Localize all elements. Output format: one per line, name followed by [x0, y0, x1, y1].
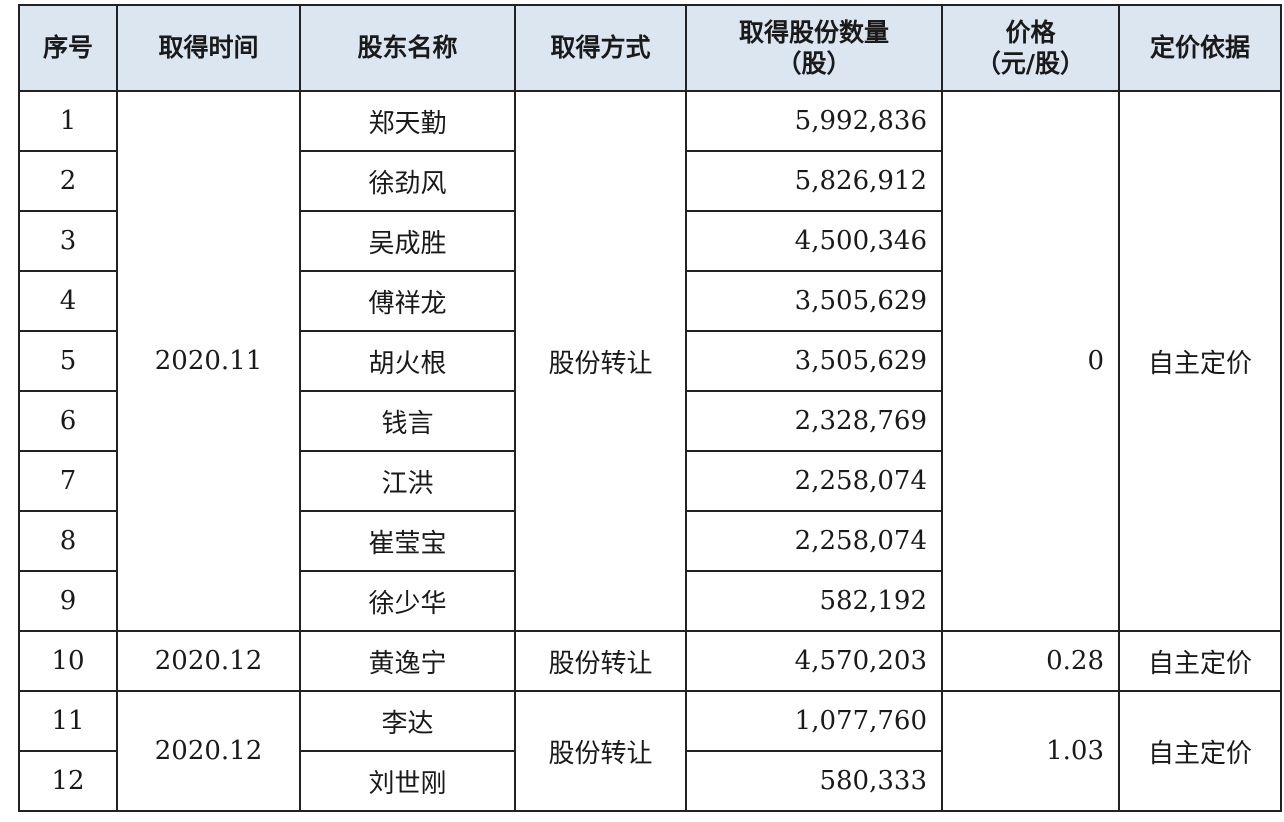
table-header-row: 序号 取得时间 股东名称 取得方式 取得股份数量 （股） 价格 （元/股） 定价… — [18, 4, 1282, 92]
header-shares-line1: 取得股份数量 — [738, 17, 889, 47]
table-row: 5 胡火根 3,505,629 — [18, 330, 1281, 392]
table-row: 12 刘世刚 580,333 — [18, 750, 1281, 812]
cell-shares: 4,570,203 — [685, 630, 943, 692]
cell-seq: 12 — [18, 750, 118, 812]
cell-price: 1.03 — [941, 690, 1120, 812]
table-row: 9 徐少华 582,192 — [18, 570, 1281, 632]
header-price-line2: （元/股） — [975, 49, 1086, 78]
cell-time: 2020.12 — [116, 630, 301, 692]
table-row: 4 傅祥龙 3,505,629 — [18, 270, 1281, 332]
cell-name: 黄逸宁 — [299, 630, 516, 692]
cell-name: 徐少华 — [299, 570, 516, 632]
cell-name: 徐劲风 — [299, 150, 516, 212]
header-price-line1: 价格 — [1005, 17, 1056, 47]
cell-name: 钱言 — [299, 390, 516, 452]
cell-shares: 582,192 — [685, 570, 943, 632]
cell-seq: 1 — [18, 90, 118, 152]
cell-seq: 8 — [18, 510, 118, 572]
cell-shares: 2,258,074 — [685, 450, 943, 512]
cell-price: 0.28 — [941, 630, 1120, 692]
header-basis: 定价依据 — [1118, 4, 1282, 92]
cell-name: 胡火根 — [299, 330, 516, 392]
cell-seq: 5 — [18, 330, 118, 392]
cell-seq: 11 — [18, 690, 118, 752]
cell-name: 崔莹宝 — [299, 510, 516, 572]
cell-shares: 5,826,912 — [685, 150, 943, 212]
table-row: 11 2020.12 李达 股份转让 1,077,760 1.03 自主定价 — [18, 690, 1282, 812]
cell-time: 2020.11 — [116, 90, 301, 632]
cell-shares: 3,505,629 — [685, 330, 943, 392]
header-seq: 序号 — [18, 4, 118, 92]
cell-name: 傅祥龙 — [299, 270, 516, 332]
table-row: 1 2020.11 郑天勤 股份转让 5,992,836 0 自主定价 — [18, 90, 1282, 632]
header-time: 取得时间 — [116, 4, 301, 92]
cell-seq: 9 — [18, 570, 118, 632]
cell-name: 李达 — [299, 690, 516, 752]
header-shares-line2: （股） — [776, 49, 852, 78]
header-method: 取得方式 — [514, 4, 687, 92]
cell-name: 郑天勤 — [299, 90, 516, 152]
cell-price: 0 — [941, 90, 1120, 632]
header-shares: 取得股份数量 （股） — [685, 4, 943, 92]
cell-shares: 3,505,629 — [685, 270, 943, 332]
cell-name: 吴成胜 — [299, 210, 516, 272]
cell-basis: 自主定价 — [1118, 90, 1282, 632]
cell-basis: 自主定价 — [1118, 690, 1282, 812]
cell-method: 股份转让 — [514, 690, 687, 812]
table-row: 8 崔莹宝 2,258,074 — [18, 510, 1281, 572]
cell-shares: 1,077,760 — [685, 690, 943, 752]
cell-method: 股份转让 — [514, 90, 687, 632]
shareholder-table-wrapper: 序号 取得时间 股东名称 取得方式 取得股份数量 （股） 价格 （元/股） 定价… — [18, 4, 1282, 812]
cell-seq: 4 — [18, 270, 118, 332]
cell-basis: 自主定价 — [1118, 630, 1282, 692]
table-row: 10 2020.12 黄逸宁 股份转让 4,570,203 0.28 自主定价 — [18, 630, 1282, 692]
table-row: 3 吴成胜 4,500,346 — [18, 210, 1281, 272]
header-price: 价格 （元/股） — [941, 4, 1120, 92]
cell-shares: 2,258,074 — [685, 510, 943, 572]
shareholder-acquisition-table: 序号 取得时间 股东名称 取得方式 取得股份数量 （股） 价格 （元/股） 定价… — [18, 4, 1282, 812]
cell-seq: 3 — [18, 210, 118, 272]
table-row: 6 钱言 2,328,769 — [18, 390, 1281, 452]
cell-shares: 2,328,769 — [685, 390, 943, 452]
cell-shares: 580,333 — [685, 750, 943, 812]
cell-seq: 2 — [18, 150, 118, 212]
cell-seq: 6 — [18, 390, 118, 452]
cell-seq: 10 — [18, 630, 118, 692]
cell-seq: 7 — [18, 450, 118, 512]
cell-shares: 4,500,346 — [685, 210, 943, 272]
cell-shares: 5,992,836 — [685, 90, 943, 152]
header-name: 股东名称 — [299, 4, 516, 92]
table-row: 7 江洪 2,258,074 — [18, 450, 1281, 512]
cell-name: 刘世刚 — [299, 750, 516, 812]
cell-time: 2020.12 — [116, 690, 301, 812]
cell-name: 江洪 — [299, 450, 516, 512]
table-row: 2 徐劲风 5,826,912 — [18, 150, 1281, 212]
cell-method: 股份转让 — [514, 630, 687, 692]
